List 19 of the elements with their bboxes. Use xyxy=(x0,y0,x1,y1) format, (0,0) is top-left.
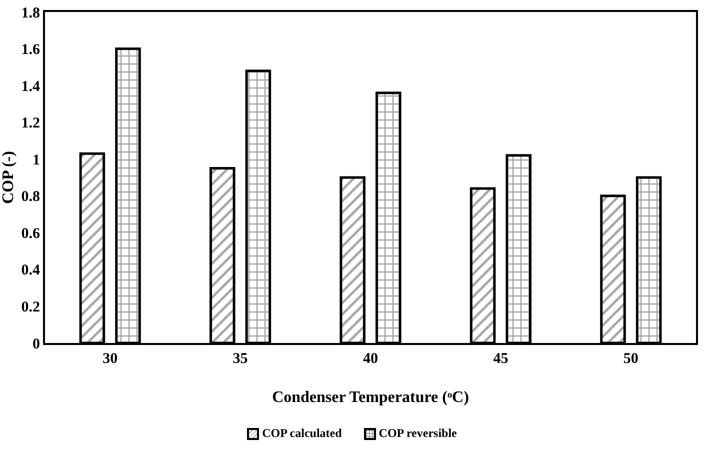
x-tick-label: 35 xyxy=(232,351,248,367)
x-tick-label: 50 xyxy=(623,351,638,367)
x-tick-label: 45 xyxy=(493,351,508,367)
y-tick-label: 0 xyxy=(32,336,40,352)
y-tick-label: 0.2 xyxy=(21,299,40,316)
y-tick-label: 1.8 xyxy=(21,5,40,22)
y-tick-label: 1.2 xyxy=(21,116,40,132)
y-tick-label: 1.4 xyxy=(21,78,40,95)
y-tick-label: 0.4 xyxy=(21,262,40,279)
y-axis-title: COP (-) xyxy=(0,151,17,204)
y-tick-label: 1 xyxy=(32,152,40,168)
y-tick-label: 0.8 xyxy=(21,189,40,206)
legend-label: COP reversible xyxy=(378,426,457,441)
x-axis-title: Condenser Temperature (ᵒC) xyxy=(272,389,469,406)
y-tick-label: 0.6 xyxy=(21,226,40,242)
x-tick-label: 40 xyxy=(363,351,378,367)
y-tick-label: 1.6 xyxy=(21,42,40,58)
x-tick-label: 30 xyxy=(102,351,118,367)
legend-label: COP calculated xyxy=(262,426,342,441)
